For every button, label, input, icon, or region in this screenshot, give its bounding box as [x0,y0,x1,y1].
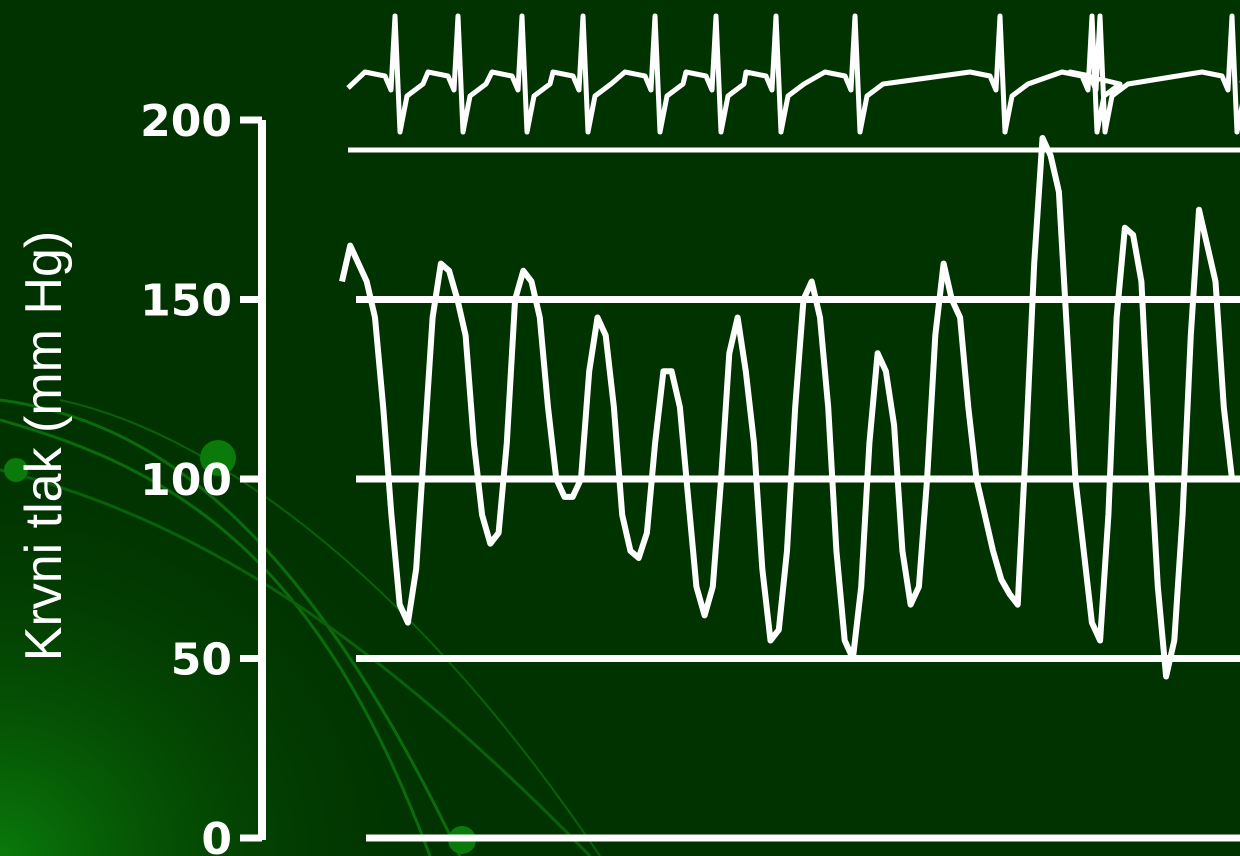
ecg-trace [346,13,1240,135]
y-tick-label: 0 [201,814,232,856]
y-tick-label: 150 [140,276,232,327]
blood-pressure-trace [339,135,1235,680]
decor-bubble [4,458,28,482]
decor-bubble [200,440,236,476]
y-tick-label: 200 [140,96,232,147]
y-tick-label: 50 [171,635,232,686]
y-tick-label: 100 [140,455,232,506]
